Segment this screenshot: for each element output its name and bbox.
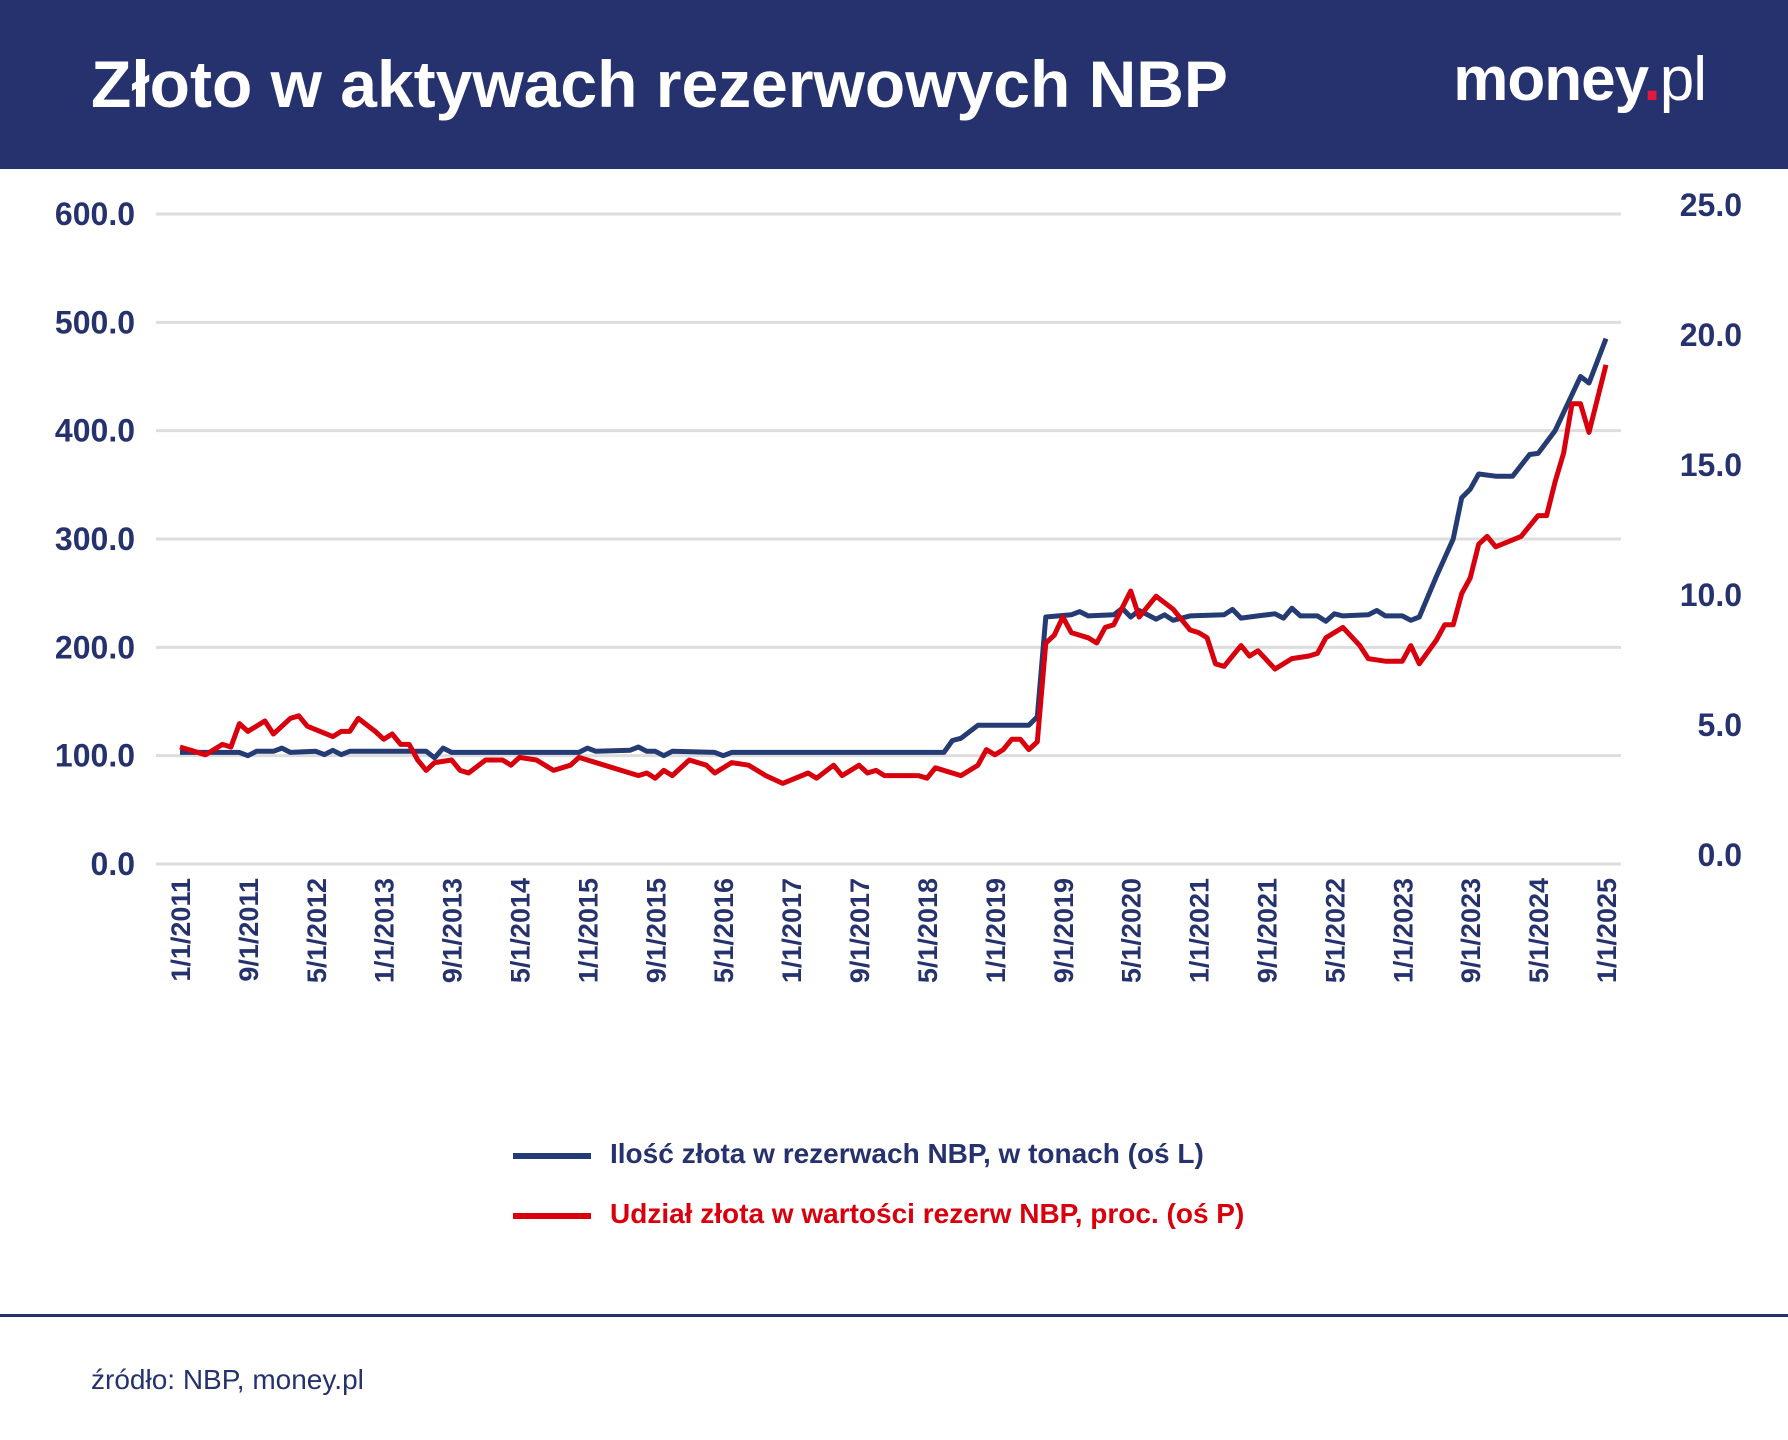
y-left-tick-label: 500.0 bbox=[55, 304, 135, 340]
y-left-tick-label: 200.0 bbox=[55, 629, 135, 665]
x-tick-label: 1/1/2019 bbox=[981, 878, 1011, 983]
y-right-tick-label: 25.0 bbox=[1680, 187, 1742, 223]
x-tick-label: 1/1/2017 bbox=[777, 878, 807, 983]
footer-divider bbox=[0, 1314, 1788, 1317]
y-right-tick-label: 20.0 bbox=[1680, 317, 1742, 353]
y-left-tick-label: 100.0 bbox=[55, 738, 135, 774]
x-tick-label: 1/1/2023 bbox=[1388, 878, 1418, 983]
x-tick-label: 1/1/2021 bbox=[1185, 878, 1215, 983]
header-banner: Złoto w aktywach rezerwowych NBP money.p… bbox=[0, 0, 1788, 169]
legend-label-share: Udział złota w wartości rezerw NBP, proc… bbox=[610, 1198, 1245, 1229]
y-left-tick-label: 400.0 bbox=[55, 413, 135, 449]
legend-swatch-blue bbox=[513, 1153, 591, 1159]
x-tick-label: 5/1/2016 bbox=[709, 878, 739, 983]
x-tick-label: 5/1/2014 bbox=[506, 878, 536, 983]
x-tick-label: 5/1/2018 bbox=[913, 878, 943, 983]
x-tick-label: 1/1/2011 bbox=[166, 878, 196, 982]
x-tick-label: 1/1/2025 bbox=[1592, 878, 1622, 983]
x-tick-label: 1/1/2015 bbox=[573, 878, 603, 983]
x-tick-label: 9/1/2013 bbox=[438, 878, 468, 983]
y-right-tick-label: 5.0 bbox=[1698, 707, 1742, 743]
legend-label-tons: Ilość złota w rezerwach NBP, w tonach (o… bbox=[610, 1138, 1204, 1169]
x-tick-label: 9/1/2023 bbox=[1456, 878, 1486, 983]
x-tick-label: 9/1/2021 bbox=[1252, 878, 1282, 983]
y-right-tick-label: 15.0 bbox=[1680, 447, 1742, 483]
x-tick-label: 9/1/2015 bbox=[641, 878, 671, 983]
series-line-gold-share bbox=[179, 364, 1609, 786]
money-pl-logo: money.pl bbox=[1453, 45, 1707, 114]
x-tick-label: 9/1/2017 bbox=[845, 878, 875, 983]
x-tick-label: 9/1/2019 bbox=[1049, 878, 1079, 983]
y-right-tick-label: 0.0 bbox=[1698, 837, 1742, 873]
y-left-tick-label: 600.0 bbox=[55, 196, 135, 232]
x-tick-label: 5/1/2020 bbox=[1117, 878, 1147, 983]
source-note: źródło: NBP, money.pl bbox=[91, 1364, 364, 1395]
x-tick-label: 5/1/2012 bbox=[302, 878, 332, 983]
legend-swatch-red bbox=[513, 1213, 591, 1219]
chart-title: Złoto w aktywach rezerwowych NBP bbox=[91, 47, 1228, 121]
x-tick-label: 5/1/2024 bbox=[1524, 878, 1554, 983]
y-left-tick-label: 300.0 bbox=[55, 521, 135, 557]
series-line-gold-tons bbox=[180, 337, 1609, 761]
x-tick-label: 1/1/2013 bbox=[370, 878, 400, 983]
y-left-tick-label: 0.0 bbox=[91, 846, 135, 882]
x-tick-label: 9/1/2011 bbox=[234, 878, 264, 982]
y-right-tick-label: 10.0 bbox=[1680, 577, 1742, 613]
x-tick-label: 5/1/2022 bbox=[1320, 878, 1350, 983]
